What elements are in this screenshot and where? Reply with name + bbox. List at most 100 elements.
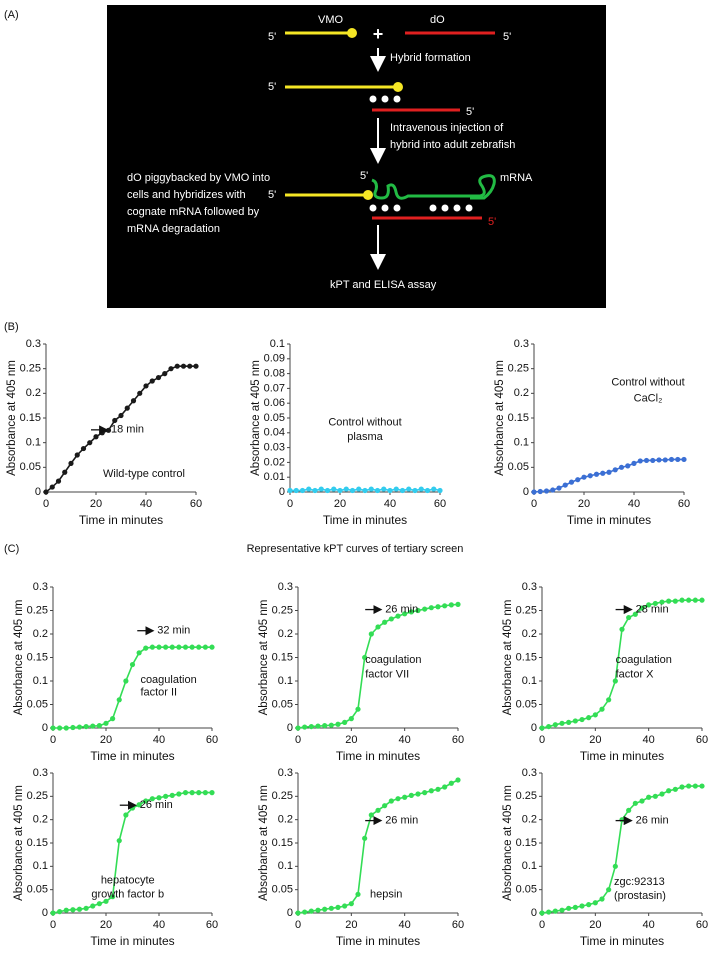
x-tick-label: 0: [43, 498, 49, 510]
point: [196, 644, 202, 650]
point: [368, 486, 374, 492]
y-tick-label: 0.05: [272, 698, 293, 710]
x-tick-label: 20: [334, 498, 346, 510]
y-tick-label: 0: [279, 486, 285, 498]
curve-label: plasma: [347, 431, 383, 443]
y-tick-label: 0.15: [20, 412, 41, 424]
y-tick-label: 0.05: [508, 461, 529, 473]
point: [566, 719, 572, 725]
point: [415, 791, 421, 797]
curve-label: factor VII: [365, 668, 409, 680]
point: [679, 597, 685, 603]
point: [96, 723, 102, 729]
point: [143, 798, 149, 804]
point: [606, 887, 612, 893]
x-tick-label: 0: [50, 919, 56, 931]
y-tick-label: 0.05: [264, 412, 285, 424]
mrna-label: mRNA: [500, 172, 533, 184]
point: [302, 909, 308, 915]
point: [672, 598, 678, 604]
point: [442, 603, 448, 609]
point: [83, 905, 89, 911]
point: [189, 790, 195, 796]
point: [637, 458, 643, 464]
point: [422, 790, 428, 796]
point: [355, 706, 361, 712]
point: [156, 795, 162, 801]
curve-label: factor II: [140, 687, 177, 699]
y-axis-label: Absorbance at 405 nm: [6, 360, 18, 476]
point: [202, 790, 208, 796]
point: [375, 624, 381, 630]
point: [209, 644, 215, 650]
curve-label: Wild-type control: [103, 468, 185, 480]
point: [606, 469, 612, 475]
point: [699, 783, 705, 789]
point: [579, 716, 585, 723]
point: [418, 486, 424, 492]
y-tick-label: 0.15: [272, 651, 293, 663]
point: [57, 725, 63, 731]
annotation: 28 min: [636, 603, 669, 615]
point: [626, 807, 632, 813]
point: [556, 485, 562, 491]
y-axis-label: Absorbance at 405 nm: [502, 600, 514, 716]
diagram-bg: [107, 5, 606, 308]
point: [550, 487, 556, 493]
point: [659, 791, 665, 797]
point: [174, 363, 180, 369]
curve-label: growth factor b: [91, 889, 164, 901]
point: [362, 487, 368, 494]
x-tick-label: 60: [452, 919, 464, 931]
y-tick-label: 0.05: [516, 698, 537, 710]
point: [162, 371, 168, 377]
point: [68, 460, 74, 466]
point: [448, 780, 454, 786]
annotation: 26 min: [140, 799, 173, 811]
point: [639, 798, 645, 804]
point: [592, 712, 598, 718]
y-tick-label: 0: [42, 722, 48, 734]
point: [679, 784, 685, 790]
point: [99, 430, 105, 436]
point: [196, 790, 202, 796]
heading: Representative kPT curves of tertiary sc…: [247, 543, 464, 555]
y-tick-label: 0.05: [272, 884, 293, 896]
x-tick-label: 40: [643, 734, 655, 746]
point: [295, 725, 301, 731]
prime: 5': [503, 31, 511, 43]
point: [168, 366, 174, 372]
prime: 5': [268, 189, 276, 201]
point: [572, 718, 578, 724]
point: [96, 901, 102, 907]
side-text: mRNA degradation: [127, 223, 220, 235]
point: [156, 644, 162, 650]
point: [136, 650, 142, 656]
point: [448, 602, 454, 608]
x-tick-label: 40: [140, 498, 152, 510]
y-tick-label: 0.15: [272, 837, 293, 849]
x-tick-label: 60: [206, 919, 218, 931]
point: [592, 900, 598, 906]
point: [149, 644, 155, 650]
y-tick-label: 0.05: [27, 884, 48, 896]
point: [612, 863, 618, 869]
y-tick-label: 0.25: [20, 363, 41, 375]
annotation: 26 min: [385, 815, 418, 827]
point: [349, 487, 356, 494]
point: [322, 723, 328, 729]
point: [335, 904, 341, 911]
point: [381, 486, 387, 492]
point: [382, 803, 388, 809]
point: [163, 793, 169, 799]
point: [442, 784, 448, 790]
x-tick-label: 60: [452, 734, 464, 746]
diagram: VMO 5' + dO 5' Hybrid formation 5' 5' In…: [107, 5, 606, 308]
y-tick-label: 0.2: [26, 387, 41, 399]
point: [415, 607, 421, 614]
pairs: [369, 95, 401, 103]
point: [116, 697, 122, 703]
point: [374, 487, 381, 494]
step: kPT and ELISA assay: [330, 279, 437, 291]
x-tick-label: 40: [153, 919, 165, 931]
